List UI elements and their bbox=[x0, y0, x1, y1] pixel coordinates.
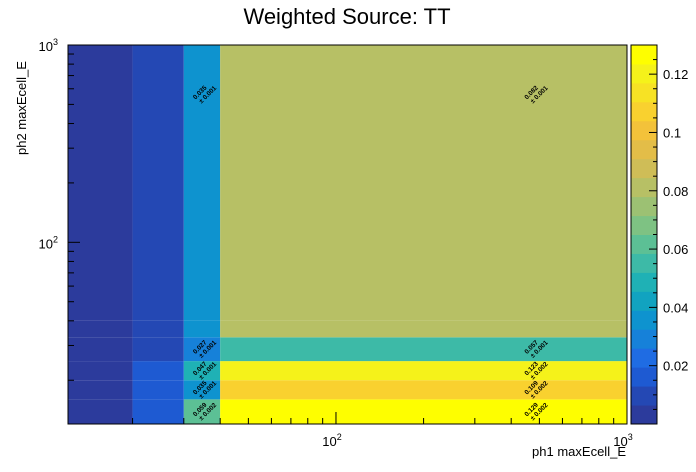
heatmap-cell bbox=[132, 399, 184, 424]
colorbar-segment bbox=[631, 101, 657, 122]
heatmap-cell bbox=[68, 337, 133, 362]
heatmap-cell bbox=[183, 361, 221, 381]
heatmap-cell bbox=[68, 320, 133, 338]
x-tick-label: 102 bbox=[322, 432, 341, 449]
colorbar-segment bbox=[631, 45, 657, 65]
y-tick-label: 103 bbox=[39, 37, 58, 54]
colorbar-segment bbox=[631, 120, 657, 141]
colorbar-segment bbox=[631, 158, 657, 179]
colorbar-segment bbox=[631, 196, 657, 217]
heatmap-cell bbox=[132, 337, 184, 362]
colorbar-segment bbox=[631, 272, 657, 292]
colorbar-segment bbox=[631, 405, 657, 425]
x-tick-exponent: 3 bbox=[628, 432, 633, 442]
heatmap-cell bbox=[132, 361, 184, 381]
colorbar-tick-label: 0.08 bbox=[663, 184, 688, 199]
colorbar-segment bbox=[631, 177, 657, 198]
colorbar-segment bbox=[631, 367, 657, 387]
heatmap-cell bbox=[220, 361, 628, 381]
heatmap-cell bbox=[220, 380, 628, 400]
colorbar-segment bbox=[631, 63, 657, 84]
colorbar-segment bbox=[631, 215, 657, 235]
heatmap-cell bbox=[183, 337, 221, 362]
color-scale-bar: 0.02 0.04 0.06 0.08 0.1 0.12 bbox=[630, 44, 688, 425]
colorbar-segment bbox=[631, 348, 657, 368]
y-tick-label: 102 bbox=[39, 234, 58, 251]
y-tick-exponent: 3 bbox=[53, 37, 58, 47]
colorbar-segment bbox=[631, 253, 657, 273]
colorbar-segment bbox=[631, 329, 657, 349]
y-axis-label: ph2 maxEcell_E bbox=[14, 61, 29, 155]
heatmap-cell bbox=[220, 337, 628, 362]
heatmap-cell bbox=[183, 320, 221, 338]
heatmap-cell bbox=[68, 45, 133, 321]
heatmap-cell bbox=[132, 320, 184, 338]
heatmap-cell bbox=[220, 45, 628, 321]
heatmap-cell bbox=[220, 320, 628, 338]
x-axis-label: ph1 maxEcell_E bbox=[532, 444, 626, 459]
x-tick-exponent: 2 bbox=[337, 432, 342, 442]
y-tick-exponent: 2 bbox=[53, 234, 58, 244]
chart-title: Weighted Source: TT bbox=[243, 4, 450, 29]
heatmap-cell bbox=[183, 399, 221, 424]
heatmap-cell bbox=[68, 399, 133, 424]
heatmap-cell bbox=[68, 361, 133, 381]
heatmap-cell bbox=[183, 45, 221, 321]
colorbar-tick-label: 0.06 bbox=[663, 242, 688, 257]
colorbar-segment bbox=[631, 386, 657, 406]
heatmap-cell bbox=[183, 380, 221, 400]
heatmap-cell bbox=[132, 380, 184, 400]
colorbar-tick-label: 0.1 bbox=[663, 125, 681, 140]
colorbar-segment bbox=[631, 234, 657, 254]
colorbar-tick-label: 0.04 bbox=[663, 300, 688, 315]
colorbar-segment bbox=[631, 139, 657, 160]
plot-frame bbox=[67, 44, 628, 425]
colorbar-segment bbox=[631, 310, 657, 330]
heatmap-cell bbox=[132, 45, 184, 321]
colorbar-tick-label: 0.12 bbox=[663, 67, 688, 82]
colorbar-segment bbox=[631, 291, 657, 311]
heatmap-cell bbox=[68, 380, 133, 400]
colorbar-segment bbox=[631, 82, 657, 103]
colorbar-tick-label: 0.02 bbox=[663, 359, 688, 374]
